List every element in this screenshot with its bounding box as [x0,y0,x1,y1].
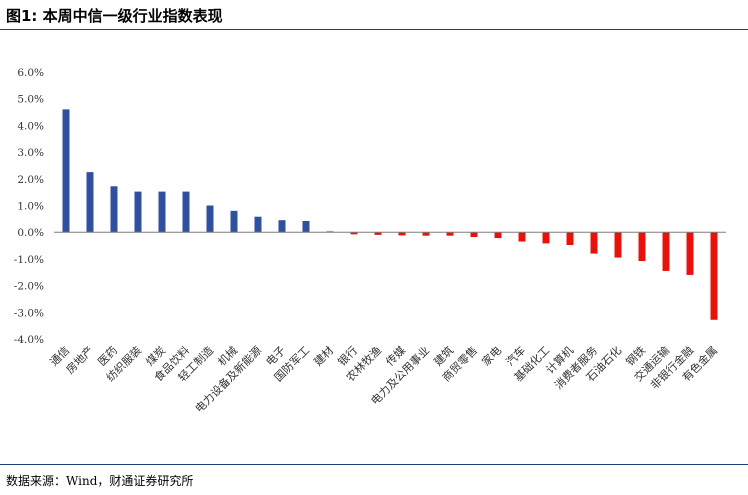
y-tick-label: -4.0% [14,334,44,346]
bars [62,109,718,320]
bar [302,220,310,233]
bar [518,232,526,242]
bar [350,232,358,235]
bar [86,172,94,233]
bar [278,220,286,233]
x-tick-label: 家电 [479,343,504,368]
y-tick-label: -1.0% [14,254,44,266]
bar [470,232,478,238]
y-tick-label: 1.0% [17,201,44,213]
bar [614,232,622,258]
bar [542,232,550,244]
y-axis: 6.0% 5.0% 4.0% 3.0% 2.0% 1.0% 0.0% -1.0% -2.0% -3… [14,67,44,346]
figure-title: 图1: 本周中信一级行业指数表现 [6,7,223,25]
bar [62,109,70,233]
bar [398,232,406,236]
x-tick-label: 建材 [311,343,336,368]
source-rule [0,464,748,465]
bar [638,232,646,262]
bar [230,210,238,233]
bar [374,232,382,235]
bar [662,232,670,271]
x-axis-labels: 通信房地产 医药纺织服装 煤炭食品饮料轻工制造 机械电力设备及新能源 电子国防军工 建材银… [47,343,720,415]
bar [422,232,430,236]
bar [590,232,598,254]
y-tick-label: 3.0% [17,147,44,159]
bar [254,216,262,233]
y-tick-label: 5.0% [17,94,44,106]
bar [134,191,142,233]
y-tick-label: 0.0% [17,227,44,239]
y-tick-label: -3.0% [14,307,44,319]
y-tick-label: 6.0% [17,67,44,79]
y-tick-label: 2.0% [17,174,44,186]
bar [494,232,502,239]
bar [110,186,118,233]
title-rule [0,29,748,30]
source-note: 数据来源：Wind，财通证券研究所 [6,474,194,488]
bar [566,232,574,246]
bar [710,232,718,320]
bar [158,191,166,233]
x-tick-label: 房地产 [63,343,96,376]
bar [326,230,334,233]
y-tick-label: -2.0% [14,281,44,293]
bar [446,232,454,236]
bar [182,191,190,233]
bar [206,205,214,233]
bar-chart: 6.0% 5.0% 4.0% 3.0% 2.0% 1.0% 0.0% -1.0% -2.0% -3… [14,67,726,415]
y-tick-label: 4.0% [17,120,44,132]
bar [686,232,694,275]
